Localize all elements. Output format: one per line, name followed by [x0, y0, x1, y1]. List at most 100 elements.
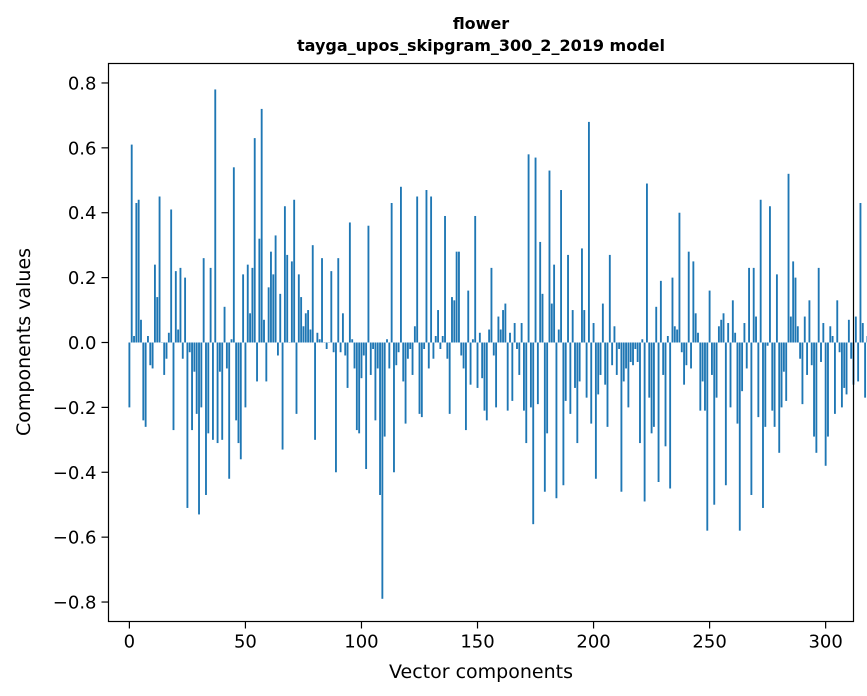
bar-component-277: [771, 342, 774, 411]
bar-component-190: [569, 342, 572, 414]
bar-component-129: [427, 342, 430, 369]
bar-component-205: [604, 342, 607, 385]
bar-component-126: [420, 342, 423, 418]
bar-component-181: [548, 170, 551, 343]
x-tick-label: 0: [124, 632, 135, 653]
bar-component-153: [483, 342, 486, 411]
bar-component-279: [775, 274, 778, 343]
bar-component-295: [813, 342, 815, 437]
bar-component-296: [815, 342, 818, 453]
bar-component-180: [546, 342, 549, 434]
bar-component-223: [646, 183, 648, 343]
bar-component-107: [376, 342, 379, 369]
bar-component-3: [135, 203, 138, 343]
y-tick-label: −0.8: [53, 593, 97, 614]
bar-component-158: [495, 342, 498, 408]
bar-component-239: [683, 342, 686, 385]
bar-component-56: [258, 238, 261, 343]
bar-component-216: [629, 342, 632, 362]
bar-component-251: [711, 342, 713, 375]
bar-component-287: [794, 277, 797, 343]
bar-component-173: [529, 342, 532, 408]
bar-component-185: [557, 329, 560, 343]
bar-component-60: [267, 287, 270, 343]
bar-component-105: [372, 342, 375, 349]
bar-component-232: [666, 336, 669, 343]
bar-component-80: [314, 342, 316, 440]
bar-component-30: [198, 342, 200, 515]
bar-component-156: [490, 267, 493, 343]
bar-component-7: [144, 342, 147, 427]
bar-component-202: [597, 342, 600, 395]
bar-component-157: [492, 342, 495, 356]
bar-component-310: [847, 319, 850, 343]
bar-component-70: [290, 261, 293, 343]
bar-component-92: [341, 313, 344, 343]
bar-component-299: [822, 323, 825, 343]
y-axis-ticks: 0.8 0.6 0.4 0.2 0.0 −0.2 −0.4 −0.6 −0.8: [53, 73, 109, 614]
bar-component-10: [151, 342, 154, 369]
bar-component-13: [158, 196, 161, 343]
bar-component-71: [293, 199, 296, 343]
bar-component-85: [325, 342, 328, 349]
bar-component-28: [193, 342, 196, 372]
bar-component-191: [571, 310, 574, 343]
bar-component-34: [207, 342, 210, 434]
bar-component-125: [418, 342, 421, 414]
bar-component-138: [448, 342, 451, 414]
bar-component-45: [232, 167, 235, 343]
bar-component-179: [543, 342, 546, 492]
bar-component-12: [156, 297, 159, 343]
bar-component-106: [374, 342, 377, 421]
bar-component-262: [736, 342, 739, 424]
bar-component-119: [404, 342, 407, 424]
bar-component-111: [386, 339, 388, 343]
bar-component-290: [801, 342, 804, 405]
bar-component-178: [541, 293, 544, 343]
bar-component-55: [256, 342, 258, 382]
bar-component-109: [381, 342, 384, 599]
bar-component-273: [762, 342, 764, 508]
x-axis-label: Vector components: [389, 661, 573, 683]
bar-component-0: [128, 342, 131, 408]
y-tick-label: 0.2: [68, 268, 97, 289]
bar-component-99: [358, 342, 361, 434]
bar-component-65: [279, 293, 282, 343]
bar-component-257: [724, 342, 727, 486]
y-tick-label: 0.6: [68, 138, 97, 159]
bar-component-258: [727, 323, 730, 343]
bar-component-165: [511, 342, 514, 401]
bar-component-283: [785, 342, 788, 401]
bar-component-289: [799, 342, 802, 359]
bar-component-35: [209, 267, 212, 343]
bar-component-144: [462, 342, 465, 369]
y-tick-label: −0.2: [53, 398, 97, 419]
bar-component-54: [253, 138, 256, 343]
bar-component-313: [854, 316, 857, 343]
bar-component-314: [857, 342, 860, 382]
bar-component-198: [587, 121, 590, 343]
bar-component-269: [752, 267, 755, 343]
bar-component-311: [850, 342, 853, 359]
bar-component-227: [655, 306, 658, 343]
bar-component-177: [539, 241, 542, 343]
x-tick-label: 150: [460, 632, 494, 653]
bar-component-11: [153, 264, 156, 343]
bar-component-100: [360, 342, 363, 379]
bar-component-278: [773, 342, 776, 427]
bar-component-253: [715, 342, 718, 398]
bar-component-254: [717, 326, 720, 343]
bar-component-309: [845, 342, 848, 395]
bar-component-94: [346, 342, 349, 388]
bar-component-53: [251, 267, 254, 343]
bar-component-24: [184, 277, 187, 343]
y-axis-label: Components values: [13, 248, 35, 436]
bar-component-291: [803, 316, 806, 343]
bar-component-41: [223, 306, 226, 343]
bar-component-210: [615, 342, 618, 375]
bar-component-142: [458, 251, 460, 343]
bar-component-245: [697, 332, 699, 343]
bar-component-141: [455, 251, 458, 343]
bar-component-237: [678, 212, 681, 343]
